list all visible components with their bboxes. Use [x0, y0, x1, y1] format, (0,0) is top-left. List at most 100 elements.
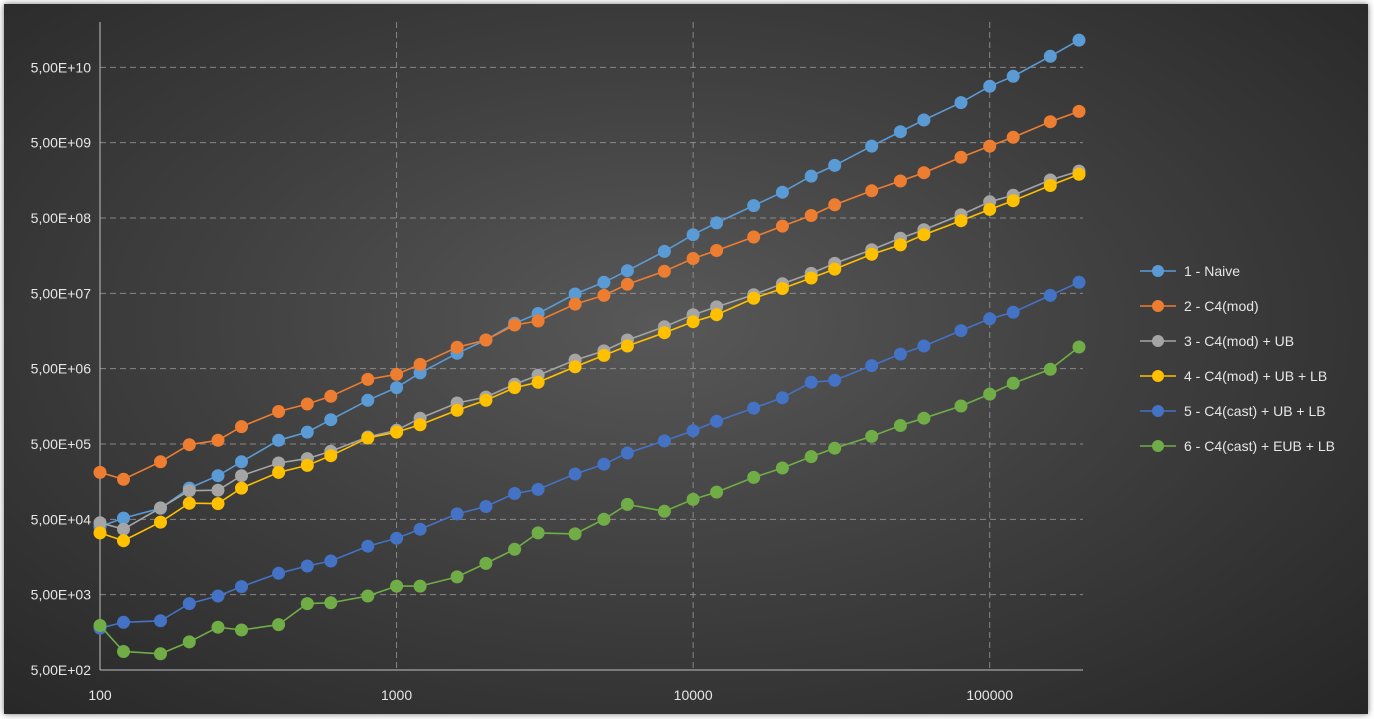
data-point — [597, 457, 611, 471]
series-line — [99, 39, 1080, 528]
data-point — [747, 199, 761, 213]
data-point — [865, 429, 879, 443]
data-point — [620, 497, 634, 511]
data-point — [710, 485, 724, 499]
data-point — [182, 484, 196, 498]
legend-marker — [1152, 335, 1164, 347]
legend-item: 3 - C4(mod) + UB — [1140, 333, 1294, 349]
data-point — [686, 424, 700, 438]
legend-marker — [1152, 440, 1164, 452]
data-point — [1006, 305, 1020, 319]
axes — [99, 22, 1083, 671]
data-point — [917, 228, 931, 242]
data-point — [893, 174, 907, 188]
data-point — [117, 645, 130, 658]
data-point — [710, 308, 724, 322]
data-point — [272, 465, 286, 479]
data-point — [450, 340, 464, 354]
data-point — [390, 425, 404, 439]
data-point — [117, 472, 130, 486]
data-point — [272, 456, 286, 470]
legend-item: 1 - Naive — [1140, 263, 1240, 279]
data-point — [686, 252, 700, 265]
data-point — [300, 559, 314, 573]
data-point — [1072, 104, 1086, 118]
data-point — [954, 324, 968, 338]
legend-item: 6 - C4(cast) + EUB + LB — [1140, 438, 1335, 454]
data-point — [1006, 130, 1020, 144]
data-point — [1006, 69, 1020, 83]
data-point — [93, 465, 107, 479]
legend-marker — [1152, 300, 1164, 312]
data-point — [747, 401, 761, 415]
data-point — [450, 570, 464, 584]
data-point — [154, 515, 167, 529]
data-point — [1072, 33, 1086, 47]
y-tick-label: 5,00E+02 — [31, 662, 92, 678]
data-point — [272, 566, 286, 580]
data-point — [211, 497, 225, 511]
data-point — [657, 326, 671, 340]
data-point — [710, 414, 724, 428]
data-point — [300, 458, 314, 472]
data-point — [390, 381, 404, 395]
data-point — [983, 387, 997, 401]
data-point — [154, 614, 167, 628]
data-point — [917, 166, 931, 180]
data-point — [1043, 288, 1057, 302]
series-line — [99, 346, 1080, 655]
data-point — [235, 420, 248, 434]
data-point — [154, 501, 167, 515]
legend-label: 4 - C4(mod) + UB + LB — [1184, 368, 1327, 384]
data-point — [413, 579, 427, 593]
data-point — [211, 433, 225, 447]
y-tick-label: 5,00E+04 — [31, 511, 92, 527]
data-point — [508, 487, 522, 500]
data-point — [954, 96, 968, 110]
data-point — [450, 403, 464, 417]
data-point — [775, 185, 789, 199]
data-point — [804, 271, 818, 285]
data-point — [300, 425, 314, 439]
x-tick-label: 100000 — [966, 687, 1013, 703]
data-point — [93, 516, 107, 530]
series-1 — [93, 33, 1086, 534]
data-point — [324, 389, 338, 403]
legend-label: 2 - C4(mod) — [1184, 298, 1259, 314]
series-line — [99, 110, 1080, 481]
data-point — [531, 375, 545, 389]
data-point — [531, 526, 545, 540]
data-point — [828, 441, 842, 455]
tick-labels: 5,00E+02 5,00E+03 5,00E+04 5,00E+05 5,00E+06… — [31, 59, 1014, 703]
data-point — [324, 413, 338, 427]
data-point — [893, 125, 907, 139]
data-point — [954, 150, 968, 164]
data-point — [1043, 362, 1057, 376]
data-point — [235, 481, 248, 495]
data-point — [1072, 167, 1086, 181]
data-point — [1043, 179, 1057, 192]
data-point — [508, 542, 522, 556]
data-point — [1006, 194, 1020, 208]
data-point — [893, 238, 907, 252]
data-point — [568, 527, 582, 541]
data-point — [620, 277, 634, 291]
data-point — [686, 492, 700, 506]
data-point — [804, 209, 818, 222]
series-lines — [93, 33, 1086, 661]
data-point — [211, 620, 225, 634]
legend-item: 2 - C4(mod) — [1140, 298, 1259, 314]
y-tick-label: 5,00E+03 — [31, 587, 92, 603]
data-point — [479, 556, 493, 570]
data-point — [1072, 340, 1086, 354]
data-point — [361, 431, 375, 445]
x-tick-label: 1000 — [381, 687, 412, 703]
grid-lines — [100, 22, 1083, 670]
legend: 1 - Naive 2 - C4(mod) 3 - C4(mod) + UB 4 - … — [1140, 263, 1335, 454]
legend-label: 3 - C4(mod) + UB — [1184, 333, 1294, 349]
data-point — [568, 467, 582, 481]
data-point — [828, 198, 842, 212]
data-point — [865, 184, 879, 198]
data-point — [983, 139, 997, 153]
series-4 — [93, 167, 1086, 548]
